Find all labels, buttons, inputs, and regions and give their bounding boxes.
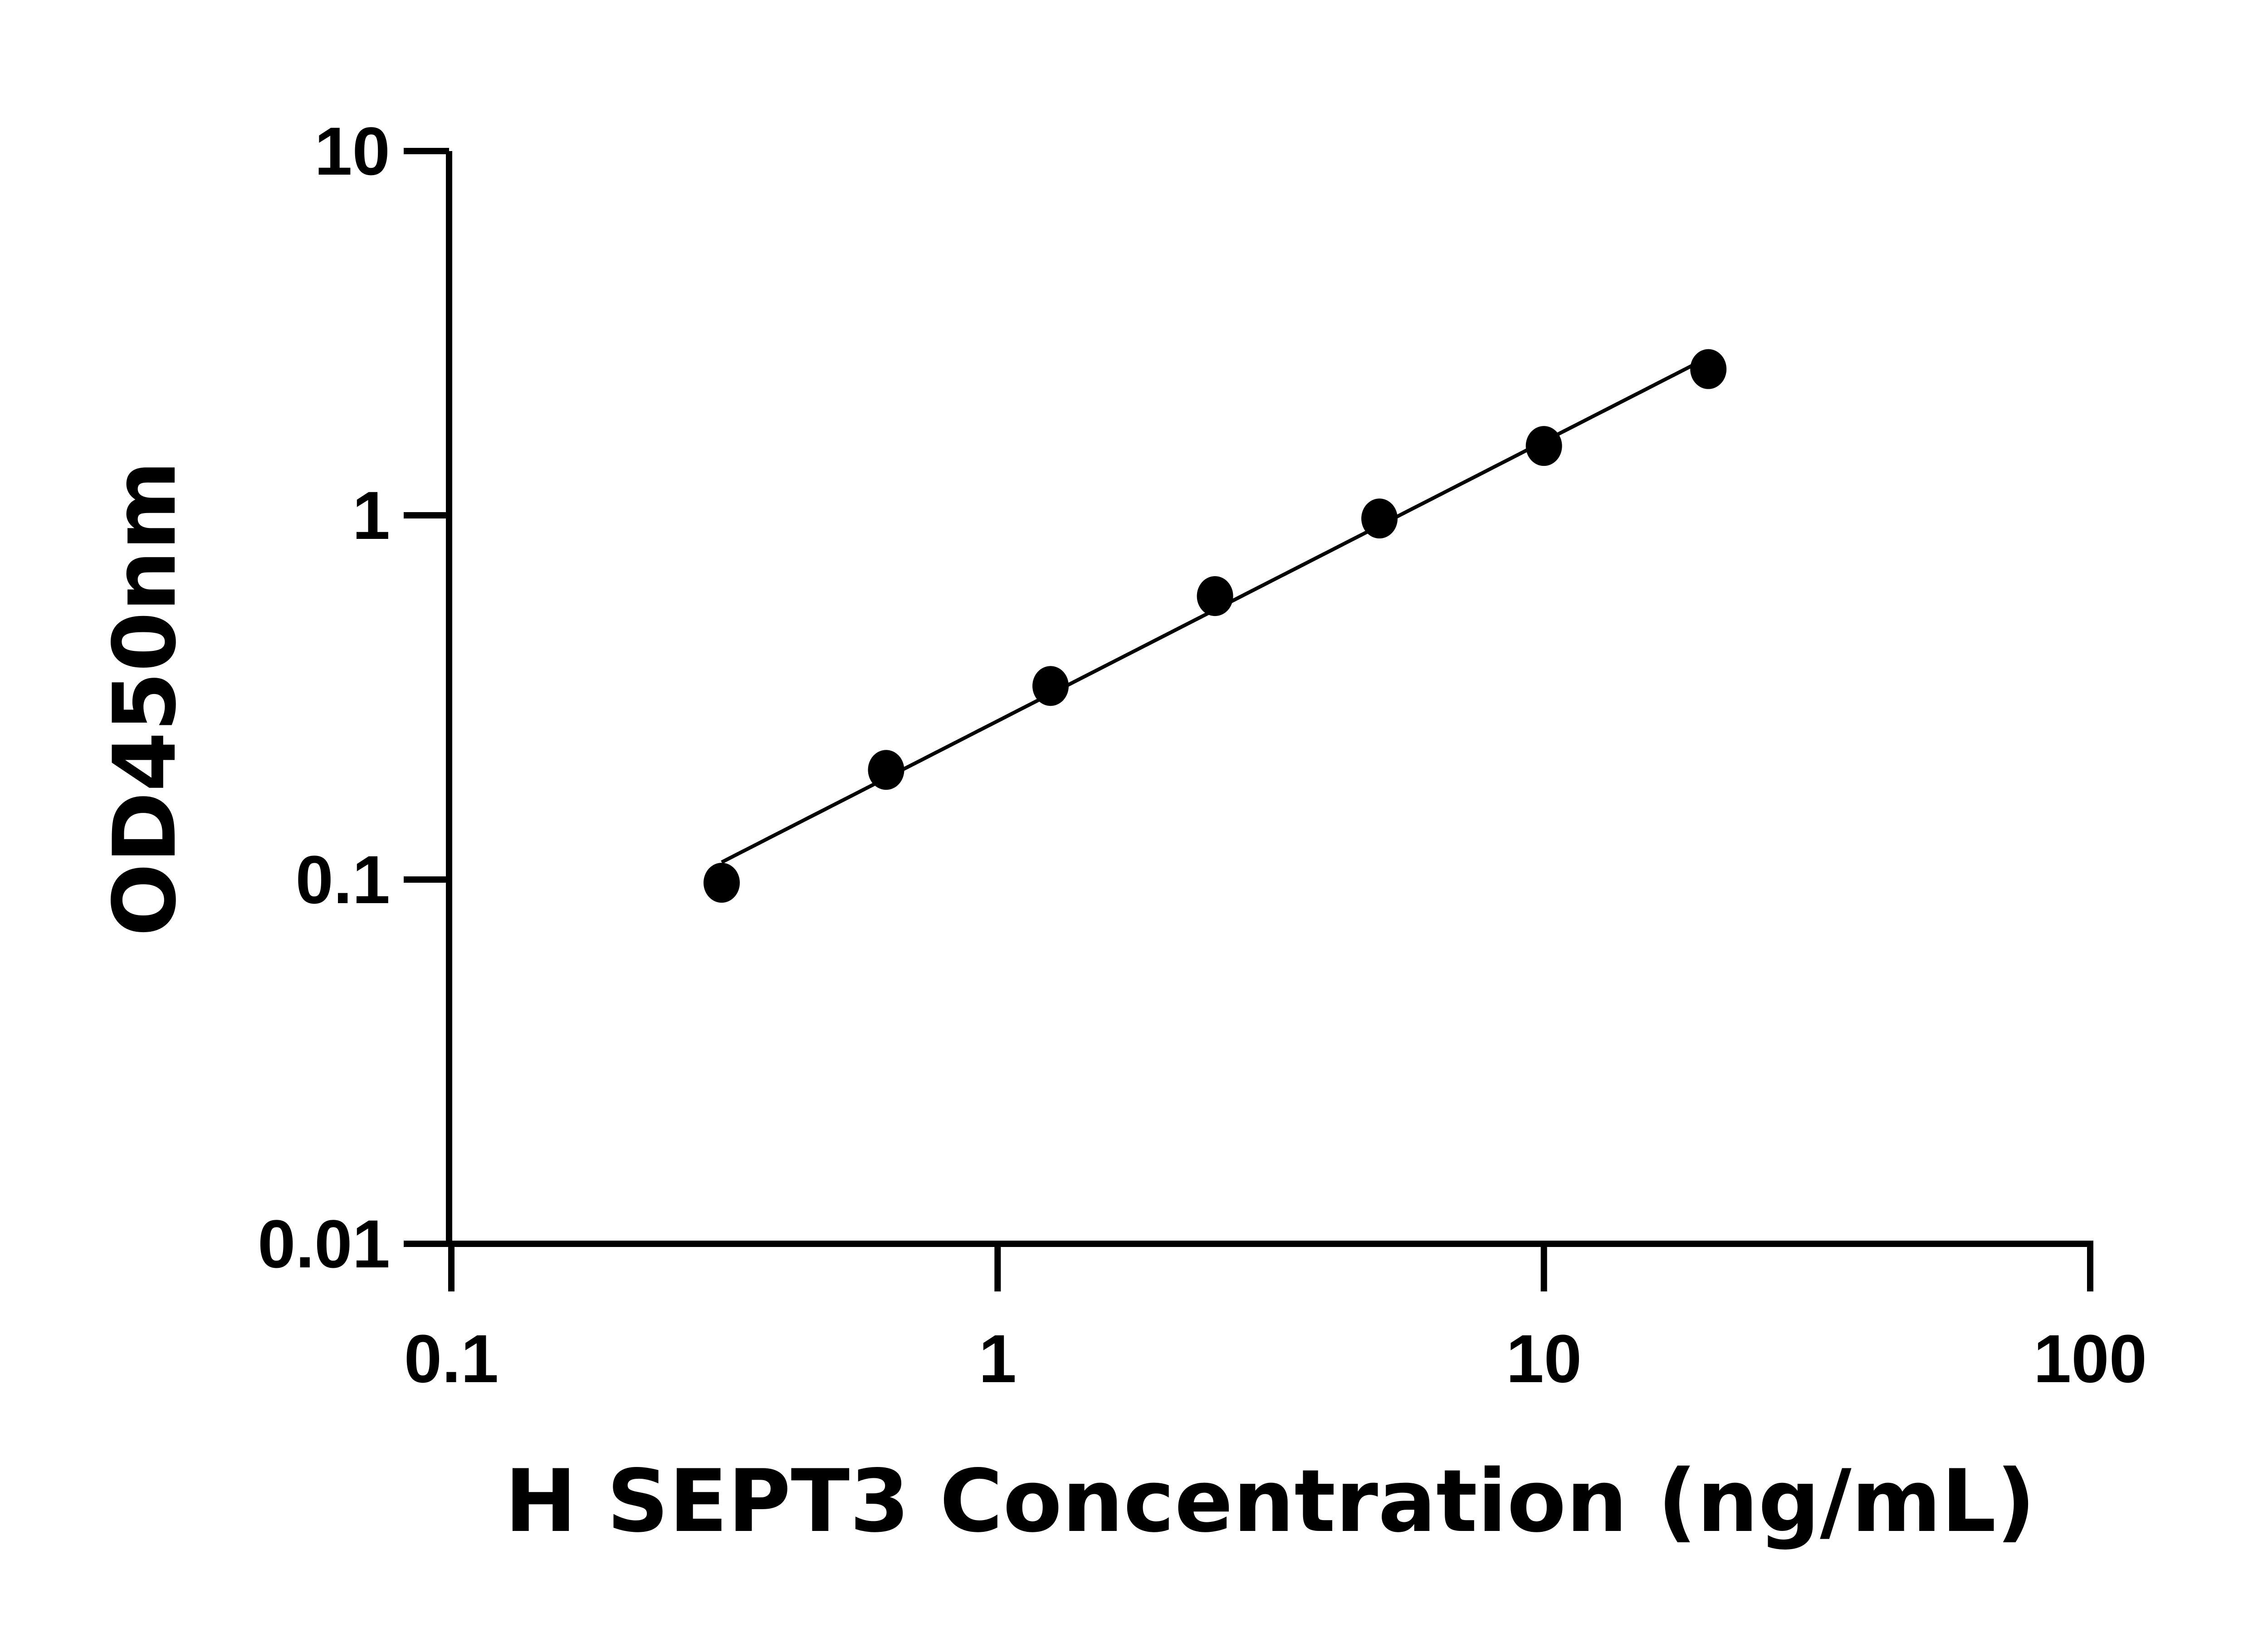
y-axis-title: OD450nm: [95, 460, 195, 936]
x-tick-label: 100: [2033, 1320, 2147, 1397]
x-tick-label: 1: [979, 1320, 1017, 1397]
y-tick-label: 10: [314, 113, 390, 189]
data-points: [703, 349, 1727, 903]
x-tick-label: 10: [1506, 1320, 1582, 1397]
y-tick-label: 1: [352, 477, 390, 553]
data-point: [1690, 349, 1727, 389]
data-point: [703, 863, 740, 903]
data-point: [1032, 666, 1069, 706]
data-point: [868, 750, 904, 790]
y-tick-label: 0.1: [295, 841, 390, 918]
data-point: [1525, 426, 1562, 466]
data-point: [1361, 499, 1398, 539]
y-tick-label: 0.01: [258, 1206, 390, 1282]
data-point: [1197, 576, 1233, 616]
x-axis-title: H SEPT3 Concentration (ng/mL): [504, 1451, 2035, 1551]
x-tick-label: 0.1: [404, 1320, 499, 1397]
